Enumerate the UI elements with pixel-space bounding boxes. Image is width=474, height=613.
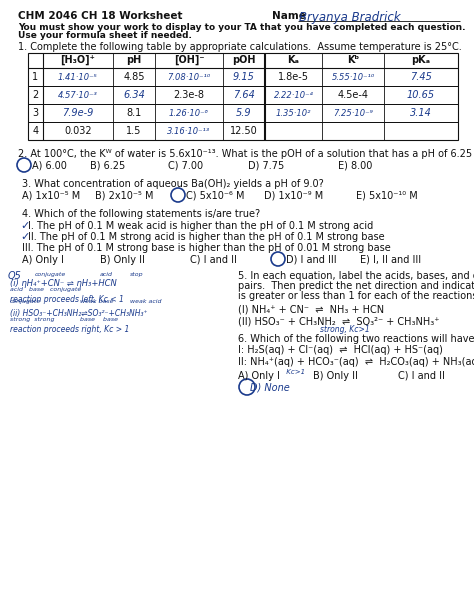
Text: 3: 3 [32, 108, 38, 118]
Text: 4.5e-4: 4.5e-4 [337, 90, 368, 100]
Text: You must show your work to display to your TA that you have completed each quest: You must show your work to display to yo… [18, 23, 465, 32]
Text: conjugate: conjugate [10, 299, 41, 304]
Text: B) Only II: B) Only II [100, 255, 145, 265]
Text: II: NH₄⁺(aq) + HCO₃⁻(aq)  ⇌  H₂CO₃(aq) + NH₃(aq): II: NH₄⁺(aq) + HCO₃⁻(aq) ⇌ H₂CO₃(aq) + N… [238, 357, 474, 367]
Text: Kₐ: Kₐ [288, 55, 300, 65]
Text: (ii) HSO₃⁻+CH₃NH₂⇌SO₃²⁻+CH₃NH₃⁺: (ii) HSO₃⁻+CH₃NH₂⇌SO₃²⁻+CH₃NH₃⁺ [10, 309, 147, 318]
Text: II. The pH of 0.1 M strong acid is higher than the pH of 0.1 M strong base: II. The pH of 0.1 M strong acid is highe… [28, 232, 384, 242]
Text: 4: 4 [32, 126, 38, 136]
Text: Name: Name [272, 11, 306, 21]
Text: B) Only II: B) Only II [313, 371, 358, 381]
Text: 7.9e-9: 7.9e-9 [62, 108, 94, 118]
Text: 6.34: 6.34 [123, 90, 145, 100]
Text: 4. Which of the following statements is/are true?: 4. Which of the following statements is/… [22, 209, 260, 219]
Text: 12.50: 12.50 [230, 126, 258, 136]
Text: 2. At 100°C, the Kᵂ of water is 5.6x10⁻¹³. What is the pOH of a solution that ha: 2. At 100°C, the Kᵂ of water is 5.6x10⁻¹… [18, 149, 474, 159]
Text: A) Only I: A) Only I [22, 255, 64, 265]
Text: A) Only I: A) Only I [238, 371, 280, 381]
Text: 7.08·10⁻¹⁰: 7.08·10⁻¹⁰ [167, 72, 210, 82]
Text: I: H₂S(aq) + Cl⁻(aq)  ⇌  HCl(aq) + HS⁻(aq): I: H₂S(aq) + Cl⁻(aq) ⇌ HCl(aq) + HS⁻(aq) [238, 345, 443, 355]
Text: A) 1x10⁻⁵ M: A) 1x10⁻⁵ M [22, 191, 80, 201]
Text: 3. What concentration of aqueous Ba(OH)₂ yields a pH of 9.0?: 3. What concentration of aqueous Ba(OH)₂… [22, 179, 324, 189]
Text: conjugate: conjugate [35, 272, 66, 277]
Text: I. The pH of 0.1 M weak acid is higher than the pH of 0.1 M strong acid: I. The pH of 0.1 M weak acid is higher t… [28, 221, 373, 231]
Text: 1.41·10⁻⁵: 1.41·10⁻⁵ [58, 72, 98, 82]
Text: base    base: base base [80, 317, 118, 322]
Text: 7.25·10⁻⁹: 7.25·10⁻⁹ [333, 109, 373, 118]
Text: B) 6.25: B) 6.25 [90, 161, 125, 171]
Text: 6. Which of the following two reactions will have Kᴄ > 1?: 6. Which of the following two reactions … [238, 334, 474, 344]
Text: 7.45: 7.45 [410, 72, 432, 82]
Text: 1: 1 [32, 72, 38, 82]
Text: reaction proceeds left, Kc < 1: reaction proceeds left, Kc < 1 [10, 295, 124, 304]
Text: D) 7.75: D) 7.75 [248, 161, 284, 171]
Text: weak base: weak base [80, 299, 113, 304]
Text: E) I, II and III: E) I, II and III [360, 255, 421, 265]
Text: C) I and II: C) I and II [398, 371, 445, 381]
Text: D) I and III: D) I and III [286, 255, 337, 265]
Text: 8.1: 8.1 [127, 108, 142, 118]
Text: ✓: ✓ [20, 221, 29, 231]
Text: A) 6.00: A) 6.00 [32, 161, 67, 171]
Text: 4.57·10⁻³: 4.57·10⁻³ [58, 91, 98, 99]
Text: 2.22·10⁻⁴: 2.22·10⁻⁴ [273, 91, 313, 99]
Text: 0.032: 0.032 [64, 126, 92, 136]
Text: C) 7.00: C) 7.00 [168, 161, 203, 171]
Text: 3.16·10⁻¹³: 3.16·10⁻¹³ [167, 126, 210, 135]
Text: [OH]⁻: [OH]⁻ [174, 55, 204, 65]
Bar [28, 53, 458, 140]
Text: III. The pH of 0.1 M strong base is higher than the pH of 0.01 M strong base: III. The pH of 0.1 M strong base is high… [22, 243, 391, 253]
Text: 5.55·10⁻¹⁰: 5.55·10⁻¹⁰ [331, 72, 374, 82]
Text: 1.35·10²: 1.35·10² [276, 109, 311, 118]
Text: (II) HSO₃⁻ + CH₃NH₂  ⇌  SO₃²⁻ + CH₃NH₃⁺: (II) HSO₃⁻ + CH₃NH₂ ⇌ SO₃²⁻ + CH₃NH₃⁺ [238, 317, 439, 327]
Text: reaction proceeds right, Kc > 1: reaction proceeds right, Kc > 1 [10, 325, 129, 334]
Text: ✓: ✓ [20, 232, 29, 242]
Text: 1.5: 1.5 [126, 126, 142, 136]
Text: pKₐ: pKₐ [411, 55, 430, 65]
Text: 7.64: 7.64 [233, 90, 255, 100]
Text: 1. Complete the following table by appropriate calculations.  Assume temperature: 1. Complete the following table by appro… [18, 42, 462, 52]
Text: Kc>1: Kc>1 [284, 369, 305, 375]
Text: C) 5x10⁻⁶ M: C) 5x10⁻⁶ M [186, 191, 245, 201]
Text: 9.15: 9.15 [233, 72, 255, 82]
Text: D) None: D) None [250, 383, 290, 393]
Text: acid: acid [100, 272, 113, 277]
Text: pH: pH [127, 55, 142, 65]
Text: is greater or less than 1 for each of the reactions.: is greater or less than 1 for each of th… [238, 291, 474, 301]
Text: 5. In each equation, label the acids, bases, and conjugate: 5. In each equation, label the acids, ba… [238, 271, 474, 281]
Text: 4.85: 4.85 [123, 72, 145, 82]
Text: (I) NH₄⁺ + CN⁻  ⇌  NH₃ + HCN: (I) NH₄⁺ + CN⁻ ⇌ NH₃ + HCN [238, 304, 384, 314]
Text: 2: 2 [32, 90, 38, 100]
Text: 3.14: 3.14 [410, 108, 432, 118]
Text: strong, Kc>1: strong, Kc>1 [320, 325, 370, 334]
Text: CHM 2046 CH 18 Worksheet: CHM 2046 CH 18 Worksheet [18, 11, 182, 21]
Text: E) 5x10⁻¹⁰ M: E) 5x10⁻¹⁰ M [356, 191, 418, 201]
Text: Q5: Q5 [8, 271, 22, 281]
Text: Use your formula sheet if needed.: Use your formula sheet if needed. [18, 31, 192, 40]
Text: 10.65: 10.65 [407, 90, 435, 100]
Text: B) 2x10⁻⁵ M: B) 2x10⁻⁵ M [95, 191, 154, 201]
Text: weak acid: weak acid [130, 299, 162, 304]
Text: Kᵇ: Kᵇ [347, 55, 359, 65]
Text: 2.3e-8: 2.3e-8 [173, 90, 204, 100]
Text: Bryanya Bradrick: Bryanya Bradrick [299, 11, 401, 24]
Text: pOH: pOH [232, 55, 256, 65]
Text: stop: stop [130, 272, 144, 277]
Text: strong  strong: strong strong [10, 317, 55, 322]
Text: C) I and II: C) I and II [190, 255, 237, 265]
Text: 1.26·10⁻⁶: 1.26·10⁻⁶ [169, 109, 209, 118]
Text: 5.9: 5.9 [236, 108, 252, 118]
Text: D) 1x10⁻⁹ M: D) 1x10⁻⁹ M [264, 191, 323, 201]
Text: acid   base   conjugate: acid base conjugate [10, 287, 81, 292]
Text: E) 8.00: E) 8.00 [338, 161, 373, 171]
Text: [H₃O]⁺: [H₃O]⁺ [61, 55, 95, 65]
Text: (i) ηH₄⁺+CN⁻ ⇌ ηH₃+HCN: (i) ηH₄⁺+CN⁻ ⇌ ηH₃+HCN [10, 279, 117, 288]
Text: pairs.  Then predict the net direction and indicate whether Kc: pairs. Then predict the net direction an… [238, 281, 474, 291]
Text: 1.8e-5: 1.8e-5 [278, 72, 309, 82]
